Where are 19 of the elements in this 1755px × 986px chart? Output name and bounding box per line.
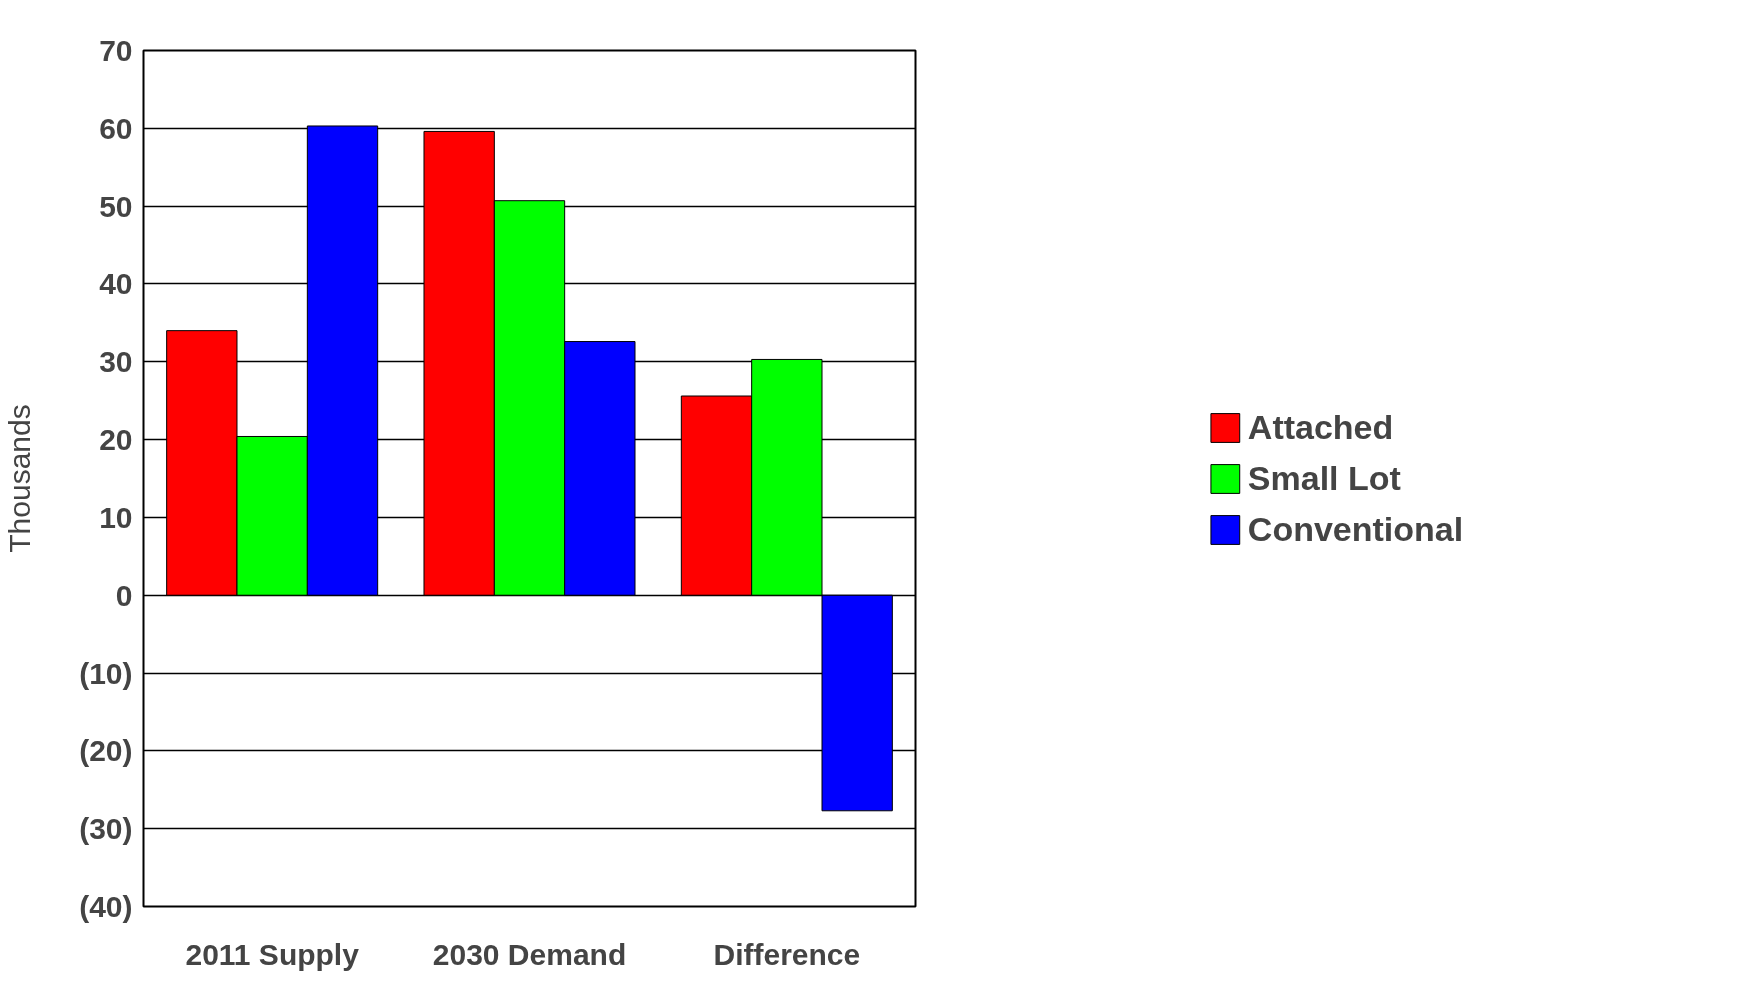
y-axis-title: Thousands: [3, 404, 37, 553]
legend-label: Conventional: [1247, 509, 1464, 549]
y-tick-label: (20): [79, 734, 133, 768]
x-tick-label: 2011 Supply: [185, 937, 360, 971]
x-tick-label: Difference: [713, 937, 861, 971]
y-tick-label: (40): [79, 890, 133, 923]
y-tick-label: 60: [99, 111, 133, 145]
x-tick-label: 2030 Demand: [432, 937, 627, 971]
y-tick-label: (30): [79, 812, 133, 846]
y-tick-label: 70: [99, 34, 133, 67]
y-tick-label: 40: [99, 267, 133, 301]
y-tick-label: 30: [99, 345, 133, 379]
y-tick-label: (10): [79, 656, 133, 690]
legend-label: Small Lot: [1247, 458, 1401, 498]
legend-label: Attached: [1247, 407, 1394, 447]
y-tick-label: 10: [99, 500, 133, 534]
y-tick-label: 20: [99, 423, 133, 457]
y-tick-label: 50: [99, 189, 133, 223]
y-tick-label: 0: [115, 578, 133, 612]
